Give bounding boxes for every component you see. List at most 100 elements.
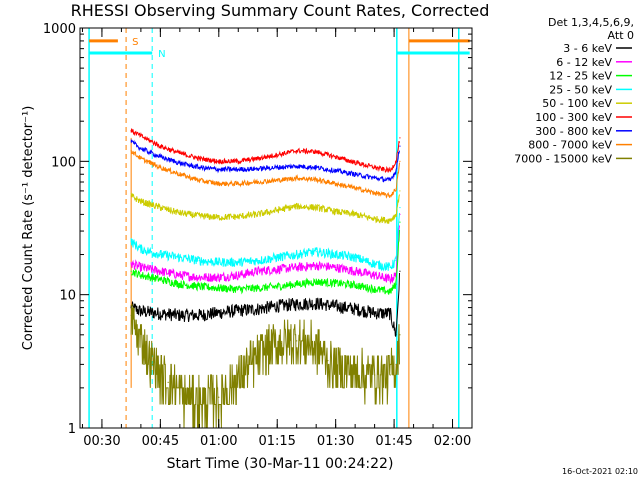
data-point (399, 160, 401, 162)
data-point (399, 334, 401, 336)
data-point (354, 161, 356, 164)
data-point (389, 170, 391, 172)
data-point (296, 283, 298, 285)
data-point (399, 270, 401, 272)
series-line (130, 192, 400, 224)
data-point (296, 303, 298, 305)
data-point (237, 274, 239, 276)
series-line (130, 225, 400, 285)
legend-label: 800 - 7000 keV (528, 139, 612, 152)
data-point (198, 215, 200, 217)
data-point (130, 263, 132, 265)
data-point (130, 130, 132, 132)
data-point (374, 218, 376, 220)
data-point (159, 270, 161, 272)
data-point (130, 195, 132, 197)
data-point (395, 213, 397, 215)
data-point (140, 200, 142, 203)
x-tick-label: 02:00 (434, 434, 471, 449)
data-point (179, 256, 181, 259)
data-point (249, 363, 251, 365)
data-point (374, 374, 376, 376)
data-point (276, 285, 278, 288)
data-point (296, 165, 298, 167)
data-point (354, 308, 356, 310)
data-point (159, 374, 161, 376)
data-point (198, 260, 200, 262)
data-point (218, 276, 220, 278)
data-point (315, 281, 317, 283)
data-point (140, 274, 142, 276)
data-point (198, 276, 200, 278)
data-point (198, 157, 200, 160)
data-point (374, 166, 376, 169)
data-point (315, 302, 317, 305)
data-point (198, 166, 200, 169)
data-point (399, 206, 401, 209)
data-point (159, 313, 161, 315)
data-point (218, 183, 220, 185)
data-point (395, 363, 397, 365)
data-point (276, 179, 278, 181)
data-point (179, 152, 181, 154)
data-point (159, 156, 161, 158)
data-point (296, 150, 298, 152)
data-point (218, 216, 220, 218)
data-point (395, 334, 397, 336)
data-point (136, 334, 138, 336)
axes: 1 10 100 1000 00:30 00:45 01:00 01:15 01:30 01:45… (43, 22, 473, 449)
series-line (130, 212, 400, 272)
data-point (233, 381, 235, 383)
data-point (159, 206, 161, 209)
data-point (179, 274, 181, 276)
x-tick-label: 01:30 (317, 434, 354, 449)
legend-header: Det 1,3,4,5,6,9, (548, 16, 634, 29)
data-point (374, 312, 376, 314)
data-point (140, 266, 142, 269)
data-point (276, 305, 278, 307)
data-point (389, 179, 391, 181)
legend-label: 6 - 12 keV (556, 56, 612, 69)
data-point (159, 253, 161, 256)
data-point (179, 283, 181, 285)
data-point (374, 263, 376, 265)
legend-label: 50 - 100 keV (542, 97, 612, 110)
data-point (257, 260, 259, 262)
data-point (237, 183, 239, 185)
data-point (389, 219, 391, 222)
data-point (335, 170, 337, 172)
data-point (315, 206, 317, 209)
series-group (130, 128, 401, 173)
data-point (276, 209, 278, 211)
data-point (315, 178, 317, 181)
legend-header: Att 0 (608, 29, 634, 42)
data-point (159, 166, 161, 169)
data-point (276, 166, 278, 169)
legend-label: 3 - 6 keV (563, 42, 612, 55)
data-point (140, 310, 142, 312)
data-point (257, 270, 259, 272)
data-point (276, 256, 278, 259)
data-point (296, 340, 298, 342)
data-point (159, 278, 161, 281)
data-point (140, 248, 142, 250)
data-point (198, 285, 200, 288)
data-point (389, 291, 391, 293)
data-point (374, 274, 376, 276)
series-group (130, 213, 401, 285)
data-point (335, 253, 337, 256)
data-point (399, 137, 401, 139)
data-point (315, 166, 317, 169)
data-point (237, 309, 239, 312)
x-tick-label: 00:45 (142, 434, 179, 449)
legend-label: 7000 - 15000 keV (514, 152, 612, 165)
series-group (130, 221, 401, 295)
data-point (335, 305, 337, 307)
data-point (198, 179, 200, 181)
data-point (130, 150, 132, 152)
data-point (257, 168, 259, 170)
series-line (130, 128, 400, 173)
data-point (395, 188, 397, 190)
data-point (218, 396, 220, 398)
data-point (315, 251, 317, 253)
